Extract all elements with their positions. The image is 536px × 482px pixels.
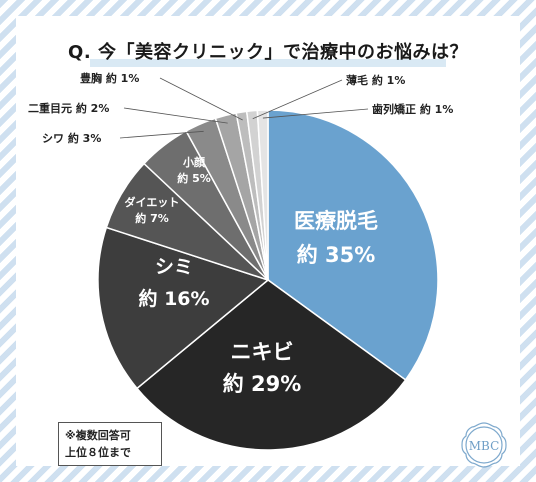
slice-outside-label: 薄毛 約 1% [346,73,405,87]
note-box: ※複数回答可 上位８位まで [58,422,162,466]
note-line-1: ※複数回答可 [65,429,131,442]
pie-slice [97,226,270,390]
leader-line [123,107,228,124]
card: Q. 今「美容クリニック」で治療中のお悩みは？ 医療脱毛約 35% ニキビ約 29… [16,16,520,468]
logo-text: MBC [469,439,500,453]
slice-outside-label: シワ 約 3% [42,131,101,145]
slice-outside-label: 二重目元 約 2% [28,101,109,115]
pie-slice [267,109,439,381]
leader-line [119,130,204,139]
title-underline [90,59,446,67]
leader-line [262,108,369,119]
mbc-logo: MBC [461,422,507,468]
chart-title: Q. 今「美容クリニック」で治療中のお悩みは？ [68,42,468,63]
note-line-2: 上位８位まで [65,446,131,459]
slice-label: ダイエット [125,195,180,209]
slice-outside-label: 歯列矯正 約 1% [372,102,453,116]
slice-label: ニキビ [231,340,294,364]
slice-value-label: 約 16% [138,287,209,310]
slice-label: 医療脱毛 [294,209,378,233]
slice-value-label: 約 7% [135,211,169,225]
slice-outside-label: 豊胸 約 1% [80,71,139,85]
slice-label: シミ [155,256,193,278]
slice-value-label: 約 5% [177,171,211,185]
leader-line [159,77,243,121]
leader-line [252,79,343,120]
slice-label: 小顔 [182,155,206,169]
pie-slice [256,109,269,281]
slice-value-label: 約 35% [297,243,376,267]
pie-slice [135,279,407,451]
slice-value-label: 約 29% [223,372,302,396]
